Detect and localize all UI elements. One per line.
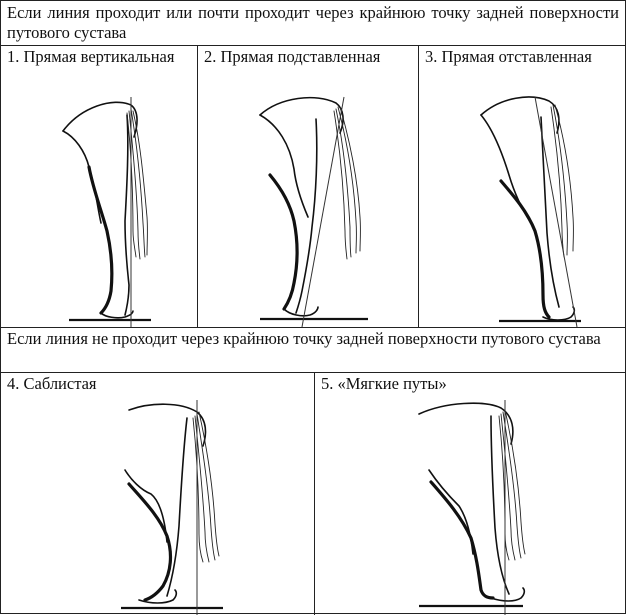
- divider: [418, 45, 419, 327]
- horse-hindleg-figure-1: [62, 97, 151, 327]
- divider: [1, 372, 625, 373]
- divider: [314, 372, 315, 615]
- horse-hindleg-figure-4: [121, 400, 223, 615]
- label-straight-vertical: 1. Прямая вертикальная: [7, 47, 175, 66]
- divider: [197, 45, 198, 327]
- divider: [1, 45, 625, 46]
- label-straight-set-under: 2. Прямая подставленная: [204, 47, 381, 66]
- label-soft-pasterns: 5. «Мягкие путы»: [321, 374, 447, 393]
- section-heading-through-point: Если линия проходит или почти проходит ч…: [7, 3, 619, 42]
- divider: [1, 327, 625, 328]
- label-sickle-hocked: 4. Саблистая: [7, 374, 97, 393]
- horse-hindleg-figure-5: [418, 400, 526, 615]
- horse-hindleg-figure-3: [480, 96, 581, 328]
- label-straight-set-back: 3. Прямая отставленная: [425, 47, 592, 66]
- horse-hindleg-figure-2: [259, 96, 368, 328]
- section-heading-not-through-point: Если линия не проходит через крайнюю точ…: [7, 329, 601, 348]
